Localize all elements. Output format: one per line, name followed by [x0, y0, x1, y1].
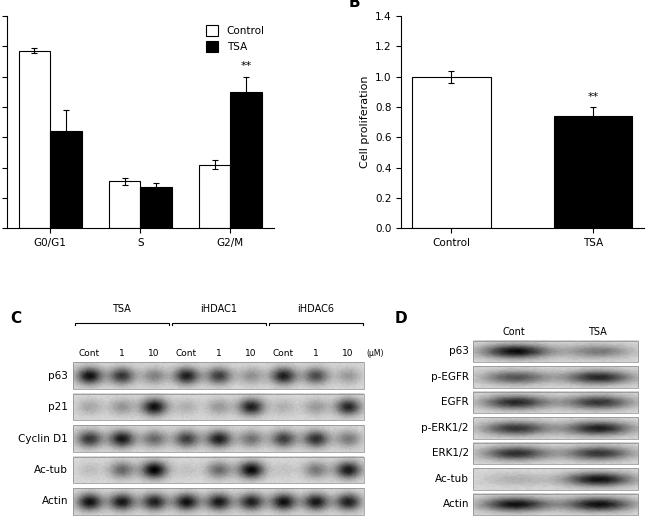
Text: EGFR: EGFR — [441, 397, 469, 408]
Bar — [473, 494, 638, 515]
Bar — [554, 116, 632, 228]
Text: Cont: Cont — [273, 349, 294, 358]
Bar — [19, 51, 50, 228]
Bar — [473, 468, 638, 489]
Text: ERK1/2: ERK1/2 — [432, 448, 469, 459]
Bar — [199, 164, 230, 228]
Text: Cyclin D1: Cyclin D1 — [18, 434, 68, 444]
Text: **: ** — [588, 93, 599, 103]
Text: TSA: TSA — [112, 304, 131, 314]
Text: iHDAC1: iHDAC1 — [200, 304, 237, 314]
Bar — [473, 443, 638, 464]
Bar — [413, 77, 491, 228]
Bar — [473, 392, 638, 413]
Text: 1: 1 — [119, 349, 125, 358]
Bar — [140, 187, 172, 228]
Text: Ac-tub: Ac-tub — [435, 474, 469, 484]
Text: (μM): (μM) — [366, 349, 384, 358]
Text: p21: p21 — [48, 402, 68, 412]
Text: B: B — [348, 0, 360, 11]
Text: Cont: Cont — [503, 327, 526, 337]
Bar — [73, 426, 364, 452]
Text: Ac-tub: Ac-tub — [34, 465, 68, 475]
Text: p63: p63 — [449, 346, 469, 356]
Text: TSA: TSA — [588, 327, 606, 337]
Text: D: D — [395, 311, 408, 326]
Text: **: ** — [240, 61, 252, 71]
Text: p-EGFR: p-EGFR — [431, 372, 469, 382]
Text: Cont: Cont — [176, 349, 197, 358]
Bar — [109, 181, 140, 228]
Bar — [473, 366, 638, 388]
Text: Actin: Actin — [443, 500, 469, 509]
Y-axis label: Cell proliferation: Cell proliferation — [359, 76, 370, 169]
Bar — [73, 362, 364, 389]
Text: iHDAC6: iHDAC6 — [297, 304, 334, 314]
Bar — [73, 394, 364, 420]
Bar — [473, 341, 638, 362]
Bar — [73, 488, 364, 514]
Text: Cont: Cont — [79, 349, 100, 358]
Text: 10: 10 — [343, 349, 354, 358]
Text: Actin: Actin — [42, 496, 68, 506]
Text: 1: 1 — [313, 349, 318, 358]
Legend: Control, TSA: Control, TSA — [202, 21, 269, 56]
Text: 1: 1 — [216, 349, 222, 358]
Text: 10: 10 — [246, 349, 257, 358]
Text: 10: 10 — [148, 349, 160, 358]
Bar — [230, 92, 262, 228]
Text: C: C — [10, 311, 21, 326]
Bar — [50, 131, 82, 228]
Text: p63: p63 — [48, 371, 68, 381]
Bar — [73, 457, 364, 483]
Text: p-ERK1/2: p-ERK1/2 — [421, 423, 469, 433]
Bar — [473, 417, 638, 438]
